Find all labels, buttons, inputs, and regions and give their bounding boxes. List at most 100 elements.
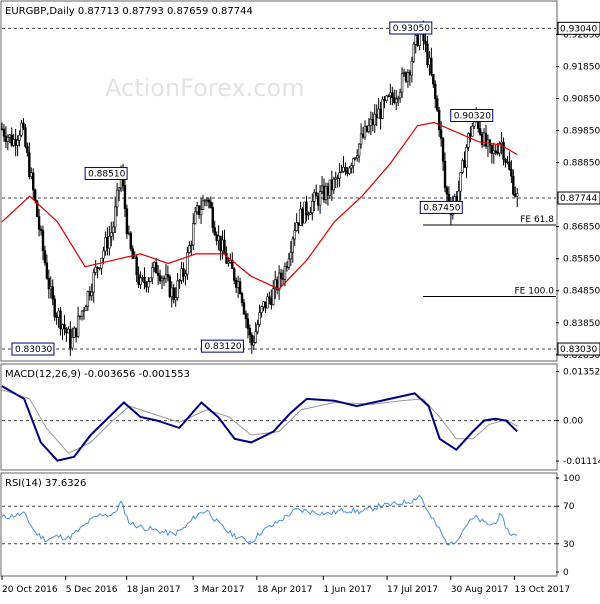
watermark: ActionForex.com [105, 74, 305, 102]
candle-body [57, 310, 60, 318]
candle-body [408, 72, 412, 76]
candle-body [377, 108, 380, 119]
candle-body [469, 133, 472, 137]
annotation-label: 0.83120 [204, 342, 241, 352]
candle-body [37, 216, 41, 230]
x-tick-label: 30 Aug 2017 [451, 585, 509, 595]
candle-body [426, 43, 429, 66]
annotation-label: 0.88510 [88, 169, 125, 179]
candle-body [256, 324, 259, 333]
candle-body [354, 157, 357, 160]
candle-body [209, 201, 213, 208]
candle-body [192, 223, 195, 246]
candle-body [186, 252, 189, 275]
candle-body [416, 35, 419, 46]
candle-body [112, 226, 115, 233]
candle-body [69, 328, 72, 349]
candle-body [285, 265, 289, 268]
candle-body [301, 208, 304, 224]
candle-body [238, 281, 242, 294]
candle-body [478, 128, 482, 135]
candle-body [471, 125, 474, 137]
candle-body [154, 262, 158, 274]
candle-body [203, 200, 207, 202]
candle-body [367, 125, 371, 132]
candle-body [164, 274, 168, 280]
candle-body [514, 193, 517, 197]
candle-body [61, 324, 64, 330]
x-tick-label: 5 Dec 2016 [66, 585, 118, 595]
x-tick-label: 1 Jun 2017 [323, 585, 371, 595]
candle-body [28, 152, 31, 177]
candle-body [178, 280, 181, 282]
macd-panel-header: MACD(12,26,9) -0.003656 -0.001553 [5, 369, 190, 380]
candle-body [2, 128, 6, 137]
candle-body [98, 267, 101, 270]
price-tick-label: 0.89850 [563, 127, 600, 137]
candle-body [277, 272, 281, 291]
candle-body [170, 287, 173, 298]
price-panel: ActionForex.com EURGBP,Daily 0.87713 0.8… [0, 0, 600, 362]
candle-body [108, 235, 111, 249]
candle-body [102, 250, 105, 259]
rsi-panel: RSI(14) 37.6326 100 70 30 0 [0, 472, 580, 578]
candle-body [137, 274, 140, 285]
candle-body [43, 250, 47, 264]
candle-body [182, 268, 185, 277]
price-grid: 0.92850 0.91850 0.90850 0.89850 0.88850 0.868… [2, 21, 600, 361]
candle-body [129, 232, 133, 250]
x-tick-label: 18 Jan 2017 [127, 585, 181, 595]
candle-body [215, 234, 218, 241]
candle-body [225, 252, 228, 264]
candle-body [383, 98, 386, 102]
x-tick-label: 20 Oct 2016 [2, 585, 58, 595]
candle-body [250, 334, 254, 346]
candle-body [131, 248, 134, 259]
candle-body [190, 244, 193, 247]
candle-body [445, 187, 449, 195]
price-tick-label: 0.83850 [563, 319, 600, 329]
candle-body [512, 175, 515, 195]
candle-body [338, 172, 341, 179]
candle-body [127, 232, 131, 235]
candle-body [348, 167, 351, 174]
x-tick-label: 13 Oct 2017 [514, 585, 570, 595]
candle-body [346, 170, 349, 174]
candle-body [106, 237, 109, 249]
candle-body [371, 119, 375, 126]
candle-body [74, 327, 78, 337]
candle-body [166, 274, 170, 278]
candle-body [393, 97, 396, 104]
price-tick-label: 0.86850 [563, 223, 600, 233]
candle-body [90, 291, 93, 297]
level-price-box [557, 342, 600, 356]
candle-body [219, 235, 222, 252]
candle-body [260, 306, 263, 313]
rsi-tick-label: 0 [563, 568, 569, 578]
price-tick-label: 0.90850 [563, 94, 600, 104]
candle-body [502, 141, 505, 160]
candle-body [414, 35, 417, 45]
candle-body [240, 293, 244, 303]
candle-body [492, 150, 496, 154]
price-panel-header: EURGBP,Daily 0.87713 0.87793 0.87659 0.8… [5, 6, 253, 17]
candle-body [406, 72, 410, 82]
candle-body [330, 179, 334, 191]
candle-body [143, 276, 146, 284]
candle-body [389, 92, 392, 97]
annotation-box [389, 21, 433, 35]
macd-tick-label: 0.00 [563, 417, 583, 427]
candle-body [22, 122, 25, 128]
candle-body [437, 109, 441, 131]
candle-body [207, 199, 211, 203]
candle-body [82, 310, 86, 312]
candle-body [49, 286, 52, 290]
candle-body [434, 83, 437, 100]
candle-body [361, 133, 365, 138]
candle-body [145, 282, 148, 288]
candle-body [439, 129, 443, 139]
price-tick-label: 0.82850 [563, 351, 600, 361]
candle-body [504, 159, 507, 163]
candle-body [244, 313, 248, 320]
